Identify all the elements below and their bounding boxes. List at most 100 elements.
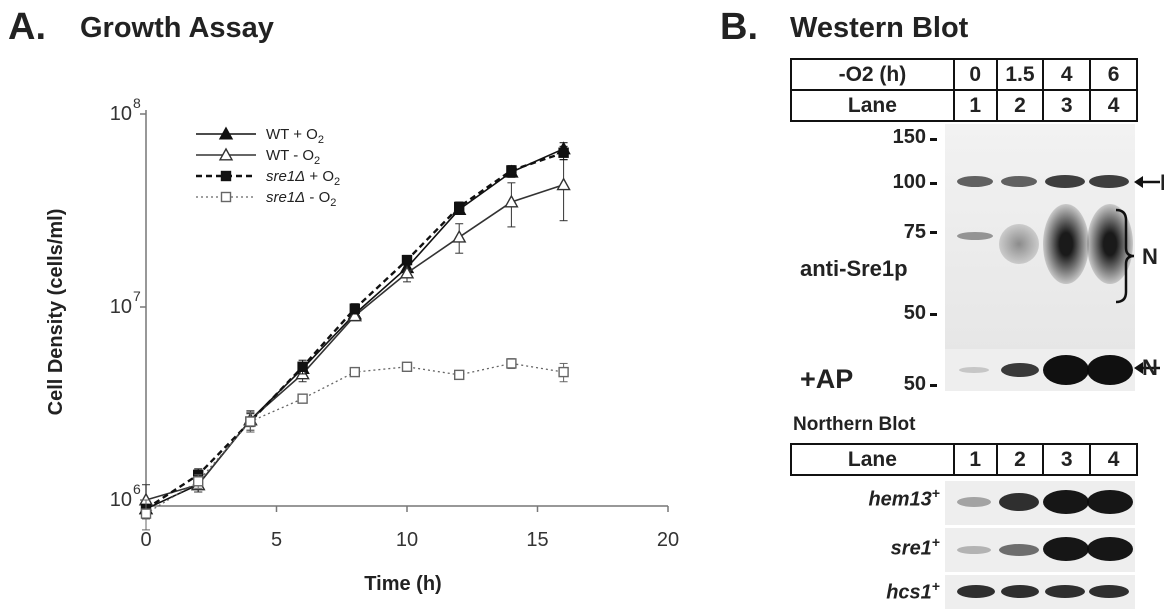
data-point <box>506 165 517 176</box>
western-header-table: -O2 (h) 0 1.5 4 6 Lane 1 2 3 4 <box>790 58 1138 122</box>
band-p-lane1 <box>957 176 993 187</box>
data-point <box>245 416 256 427</box>
data-point <box>558 366 569 378</box>
series-line <box>145 148 564 510</box>
mw-marker-50: 50 <box>903 302 926 324</box>
arrow-left-icon <box>1134 176 1160 188</box>
series-1 <box>138 159 571 520</box>
northern-blot-hem13 <box>945 481 1135 525</box>
legend-entry: sre1Δ + O2 <box>266 168 340 188</box>
band-n-lane3 <box>1043 204 1089 284</box>
chart-series <box>138 141 571 531</box>
header-cell: 4 <box>1042 58 1092 91</box>
legend-entry: WT + O2 <box>266 126 324 146</box>
data-point <box>297 393 308 404</box>
mw-marker-150: 150 <box>892 126 926 148</box>
panel-a-title: Growth Assay <box>80 12 274 44</box>
band-ap-lane3 <box>1043 355 1089 385</box>
series-line <box>145 362 564 515</box>
data-point <box>140 508 152 519</box>
header-cell: 4 <box>1089 89 1138 122</box>
data-point <box>454 201 465 213</box>
band-ap-lane2 <box>1001 363 1039 377</box>
mw-tick <box>930 231 937 234</box>
mw-tick <box>930 313 937 316</box>
data-point <box>347 308 362 322</box>
header-cell: 0 <box>952 58 998 91</box>
band-label-n-ap: N <box>1142 355 1158 380</box>
northern-header-row: Lane 1 2 3 4 <box>790 443 1138 476</box>
series-0 <box>138 141 571 518</box>
northern-blot-hcs1 <box>945 575 1135 609</box>
data-point <box>349 366 360 378</box>
y-axis-label: Cell Density (cells/ml) <box>45 209 67 416</box>
y-tick-label: 10 <box>110 489 132 511</box>
band-p-lane3 <box>1045 175 1085 188</box>
data-point <box>297 361 308 372</box>
x-tick-label: 20 <box>657 529 679 551</box>
header-cell: 1.5 <box>995 58 1045 91</box>
x-tick-label: 0 <box>140 529 151 551</box>
data-point <box>556 177 571 191</box>
panel-b-title: Western Blot <box>790 12 969 44</box>
x-tick-label: 10 <box>396 529 418 551</box>
northern-header-cell: 3 <box>1042 443 1092 476</box>
data-point <box>558 147 569 158</box>
mw-marker-100: 100 <box>892 171 926 193</box>
northern-header-label: Lane <box>790 443 955 476</box>
header-cell: 3 <box>1042 89 1092 122</box>
band-p-lane2 <box>1001 176 1037 187</box>
y-tick-exponent: 8 <box>133 95 141 111</box>
panel-a-letter: A. <box>8 6 46 48</box>
northern-blot-sre1 <box>945 528 1135 572</box>
series-line <box>145 151 564 510</box>
data-point <box>401 361 413 372</box>
series-2 <box>140 145 569 520</box>
mw-marker-75: 75 <box>903 221 926 243</box>
legend-entry: WT - O2 <box>266 147 320 167</box>
legend-marker <box>220 170 232 182</box>
legend-marker <box>220 191 232 203</box>
x-tick-label: 5 <box>271 529 282 551</box>
gene-label-hcs1: hcs1+ <box>886 578 940 604</box>
data-point <box>504 194 519 208</box>
arrow-left-icon <box>1134 362 1160 374</box>
western-header-row-time: -O2 (h) 0 1.5 4 6 <box>790 58 1138 91</box>
data-point <box>452 229 467 243</box>
x-tick-label: 15 <box>526 529 548 551</box>
northern-header-cell: 1 <box>952 443 998 476</box>
western-blot-image <box>945 124 1135 356</box>
panel-b-letter: B. <box>720 6 758 48</box>
band-label-p: P <box>1160 170 1164 196</box>
mw-tick <box>930 384 937 387</box>
band-ap-lane4 <box>1087 355 1133 385</box>
mw-tick <box>930 138 937 141</box>
y-tick-exponent: 6 <box>133 481 141 497</box>
header-label-time: -O2 (h) <box>790 58 955 91</box>
data-point <box>454 369 465 381</box>
northern-title: Northern Blot <box>793 414 916 435</box>
western-header-row-lane: Lane 1 2 3 4 <box>790 89 1138 122</box>
legend-marker <box>218 147 234 161</box>
northern-header-cell: 2 <box>995 443 1045 476</box>
data-point <box>506 358 517 369</box>
mw-marker-ap-50: 50 <box>903 373 926 395</box>
y-tick-label: 10 <box>110 296 132 318</box>
series-line <box>145 183 564 501</box>
y-tick-exponent: 7 <box>133 288 141 304</box>
band-n-lane2 <box>999 224 1039 264</box>
header-label-lane: Lane <box>790 89 955 122</box>
gene-label-hem13: hem13+ <box>868 485 940 511</box>
band-label-n: N <box>1142 244 1158 269</box>
data-point <box>401 254 413 266</box>
data-point <box>399 265 415 279</box>
header-cell: 6 <box>1089 58 1138 91</box>
header-cell: 2 <box>995 89 1045 122</box>
band-n-lane1 <box>957 232 993 240</box>
header-cell: 1 <box>952 89 998 122</box>
northern-header-table: Lane 1 2 3 4 <box>790 443 1138 476</box>
ap-label: +AP <box>800 364 854 394</box>
